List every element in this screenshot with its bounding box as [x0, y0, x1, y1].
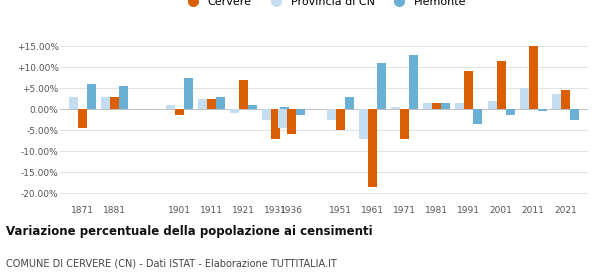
Bar: [207, 99, 216, 109]
Bar: [110, 97, 119, 109]
Bar: [520, 88, 529, 109]
Bar: [280, 107, 289, 109]
Text: Variazione percentuale della popolazione ai censimenti: Variazione percentuale della popolazione…: [6, 225, 373, 238]
Bar: [239, 80, 248, 109]
Bar: [230, 109, 239, 113]
Bar: [538, 109, 547, 111]
Bar: [69, 97, 78, 109]
Bar: [473, 109, 482, 124]
Bar: [529, 46, 538, 109]
Bar: [344, 97, 353, 109]
Bar: [497, 61, 506, 109]
Bar: [561, 90, 570, 109]
Bar: [78, 109, 87, 128]
Bar: [368, 109, 377, 187]
Bar: [184, 78, 193, 109]
Bar: [409, 55, 418, 109]
Bar: [278, 109, 287, 128]
Bar: [552, 95, 561, 109]
Bar: [423, 103, 432, 109]
Bar: [198, 99, 207, 109]
Bar: [166, 105, 175, 109]
Bar: [455, 103, 464, 109]
Bar: [101, 97, 110, 109]
Bar: [287, 109, 296, 134]
Bar: [262, 109, 271, 120]
Bar: [506, 109, 515, 115]
Bar: [400, 109, 409, 139]
Bar: [175, 109, 184, 115]
Bar: [87, 84, 96, 109]
Bar: [377, 63, 386, 109]
Bar: [248, 105, 257, 109]
Bar: [271, 109, 280, 139]
Bar: [359, 109, 368, 139]
Bar: [119, 86, 128, 109]
Bar: [335, 109, 344, 130]
Bar: [296, 109, 305, 115]
Bar: [570, 109, 579, 120]
Bar: [216, 97, 225, 109]
Bar: [464, 71, 473, 109]
Bar: [488, 101, 497, 109]
Legend: Cervere, Provincia di CN, Piemonte: Cervere, Provincia di CN, Piemonte: [178, 0, 470, 11]
Bar: [326, 109, 335, 120]
Text: COMUNE DI CERVERE (CN) - Dati ISTAT - Elaborazione TUTTITALIA.IT: COMUNE DI CERVERE (CN) - Dati ISTAT - El…: [6, 258, 337, 268]
Bar: [391, 107, 400, 109]
Bar: [441, 103, 450, 109]
Bar: [432, 103, 441, 109]
